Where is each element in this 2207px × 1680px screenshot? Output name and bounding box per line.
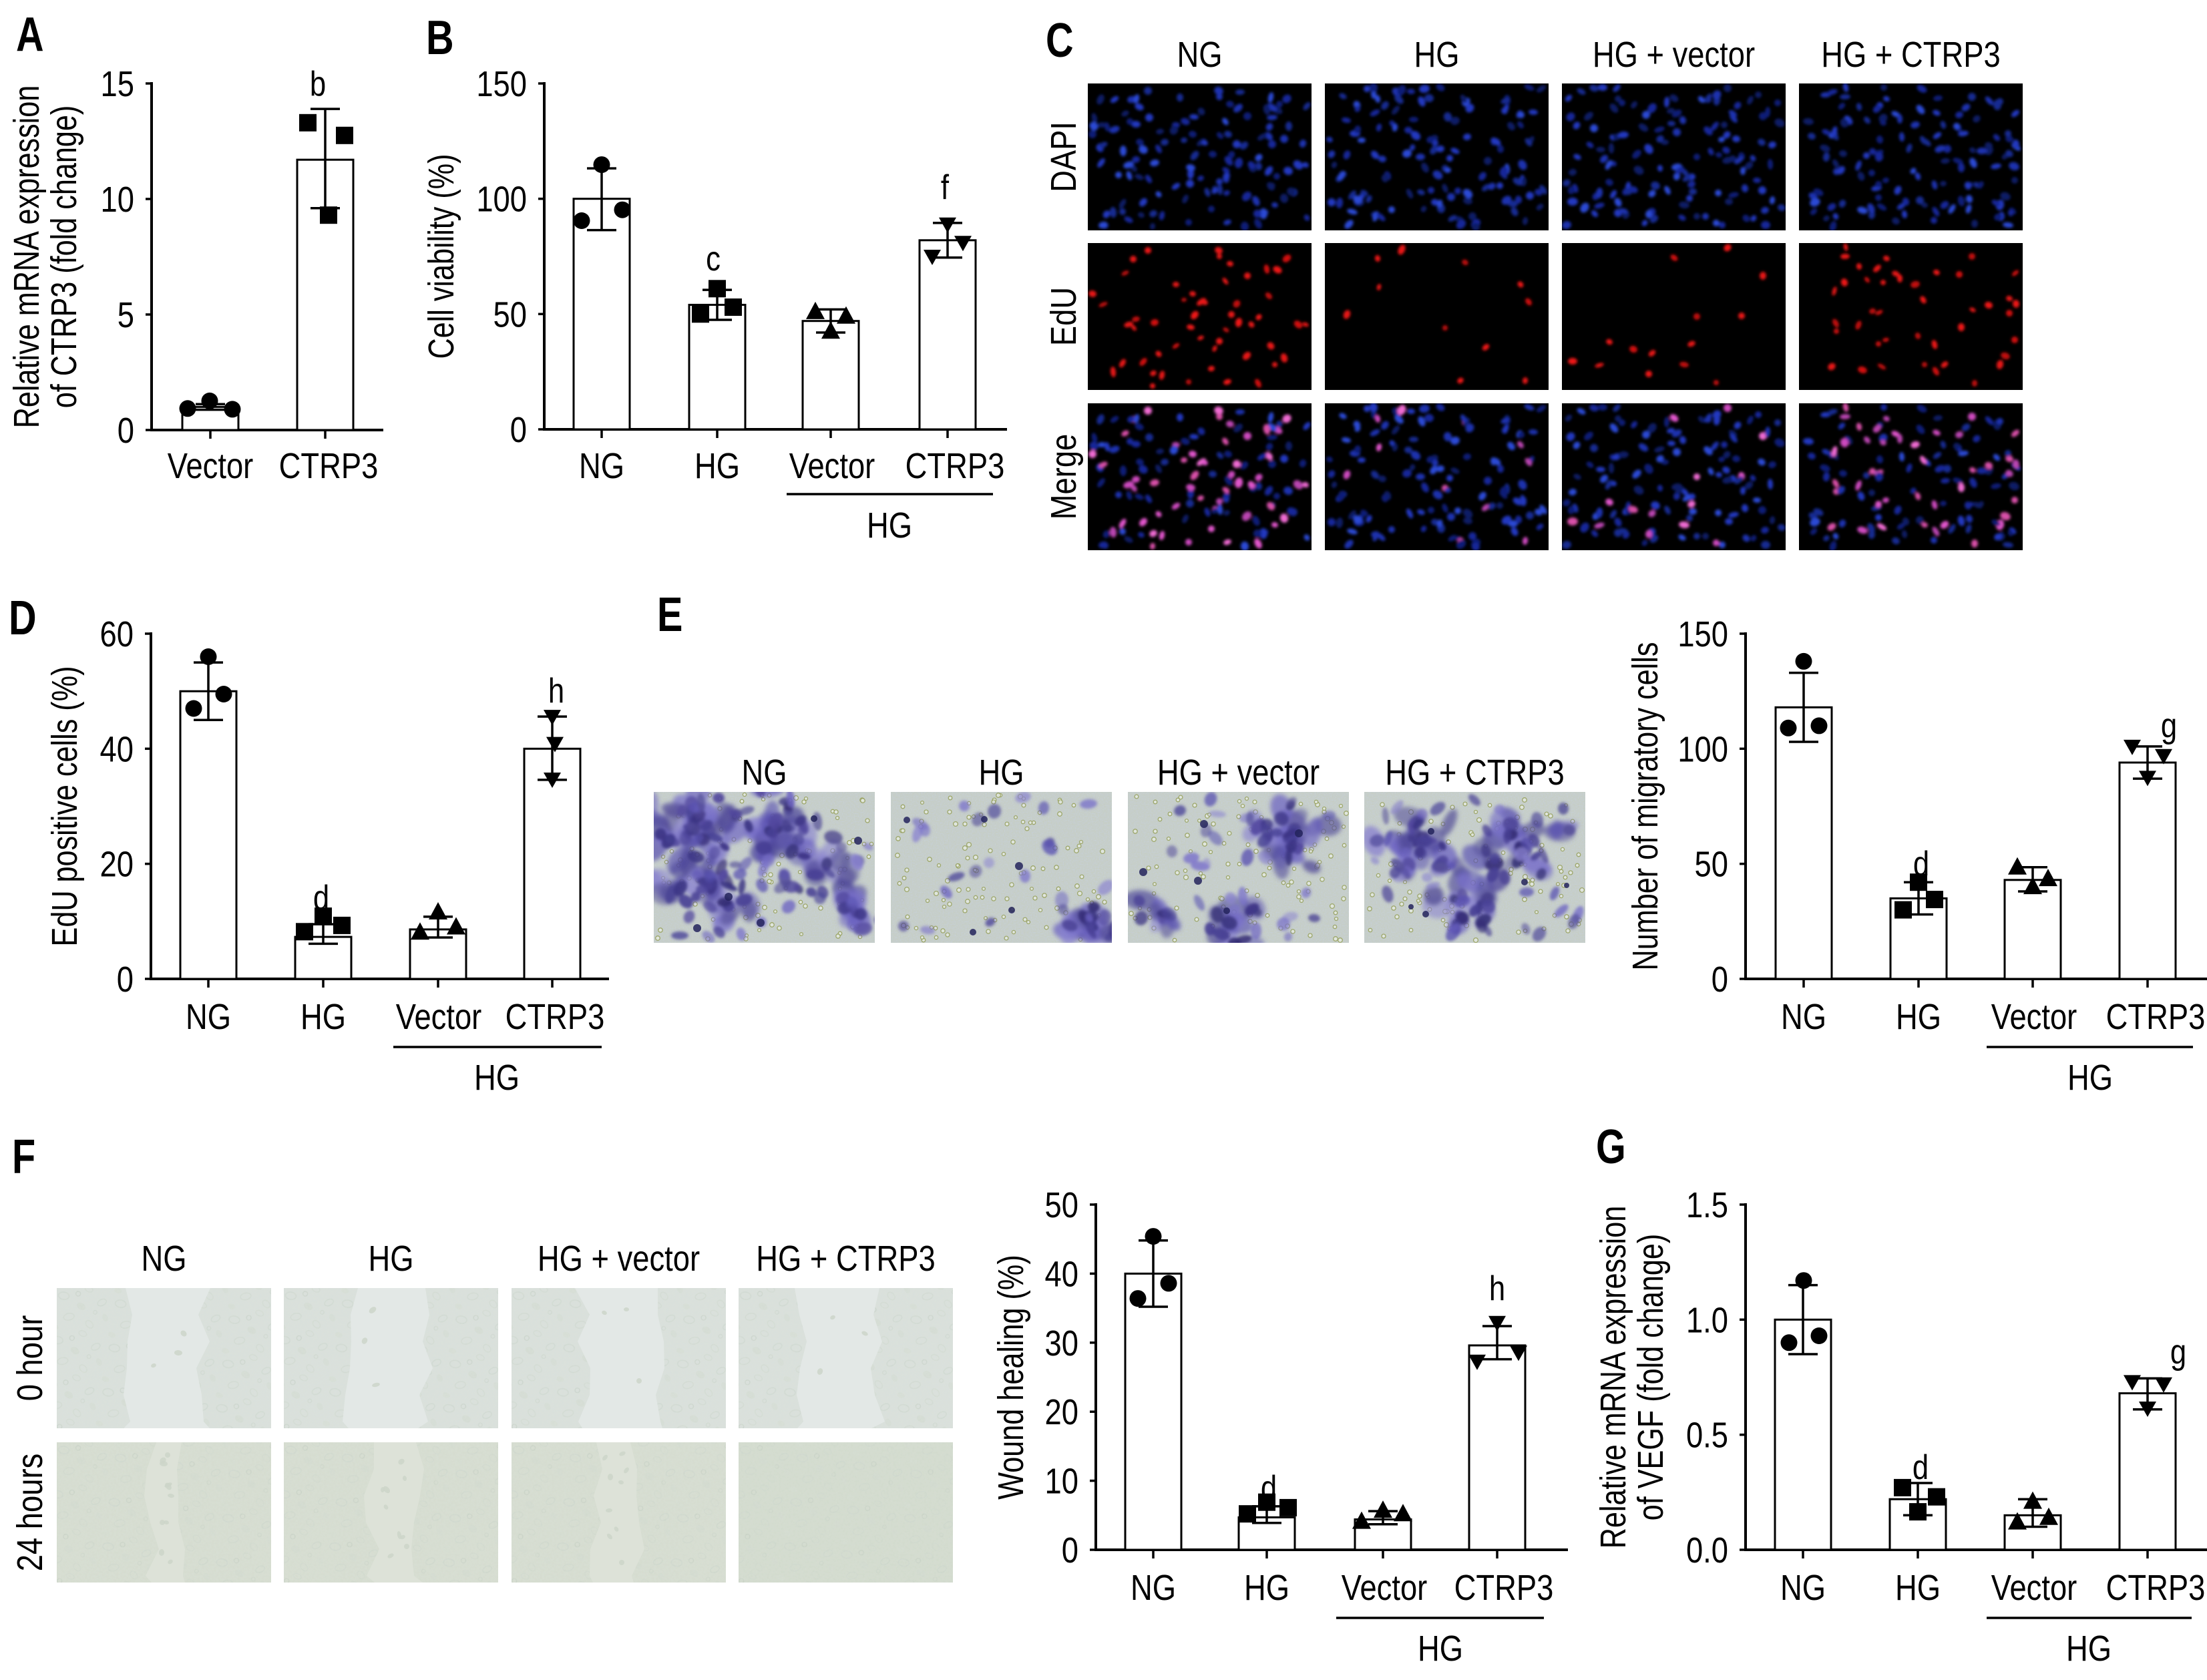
svg-text:d: d [313,879,329,917]
svg-text:50: 50 [493,294,527,335]
svg-text:HG + CTRP3: HG + CTRP3 [1821,34,2000,75]
svg-text:HG + CTRP3: HG + CTRP3 [1385,752,1564,793]
svg-text:50: 50 [1695,844,1728,885]
svg-text:G: G [1596,1120,1626,1174]
svg-text:40: 40 [100,729,134,770]
svg-text:0: 0 [510,409,527,450]
svg-text:NG: NG [1131,1567,1176,1608]
svg-text:C: C [1046,13,1074,67]
svg-text:20: 20 [100,844,134,885]
svg-text:g: g [2161,707,2177,745]
svg-text:A: A [16,7,44,61]
svg-text:0: 0 [1062,1530,1078,1570]
svg-text:Vector: Vector [1991,996,2077,1037]
svg-text:CTRP3: CTRP3 [906,445,1005,486]
svg-text:HG + vector: HG + vector [538,1238,700,1279]
svg-text:30: 30 [1045,1323,1078,1363]
svg-text:NG: NG [579,445,624,486]
svg-text:d: d [1913,845,1929,883]
svg-text:h: h [1489,1270,1505,1308]
svg-text:DAPI: DAPI [1043,122,1084,192]
svg-text:HG: HG [694,445,740,486]
svg-text:HG: HG [300,996,346,1037]
svg-text:HG: HG [978,752,1024,793]
svg-text:HG: HG [1244,1567,1289,1608]
svg-text:150: 150 [476,63,527,104]
svg-text:b: b [310,65,326,103]
svg-text:CTRP3: CTRP3 [2106,1567,2206,1608]
svg-text:EdU: EdU [1043,287,1084,346]
svg-text:HG: HG [2067,1057,2113,1098]
svg-text:HG: HG [2066,1628,2112,1669]
svg-text:10: 10 [1045,1461,1078,1502]
svg-text:NG: NG [741,752,787,793]
svg-text:50: 50 [1045,1185,1078,1225]
svg-text:0 hour: 0 hour [9,1315,50,1402]
svg-text:of CTRP3 (fold change): of CTRP3 (fold change) [45,106,85,409]
svg-text:Vector: Vector [1991,1567,2077,1608]
svg-text:NG: NG [141,1238,186,1279]
svg-text:150: 150 [1677,614,1728,654]
svg-text:Vector: Vector [396,996,482,1037]
svg-text:c: c [706,240,721,278]
svg-text:0: 0 [118,410,134,451]
svg-text:HG: HG [474,1057,520,1098]
svg-text:NG: NG [186,996,231,1037]
svg-text:100: 100 [1677,729,1728,770]
svg-text:d: d [1913,1449,1929,1487]
svg-text:of VEGF (fold change): of VEGF (fold change) [1631,1234,1671,1521]
svg-text:HG: HG [368,1238,413,1279]
svg-text:h: h [548,672,564,710]
svg-text:40: 40 [1045,1254,1078,1295]
svg-text:HG: HG [1414,34,1459,75]
svg-text:HG: HG [867,505,912,546]
svg-text:EdU positive cells (%): EdU positive cells (%) [45,666,85,947]
svg-text:Vector: Vector [168,445,254,486]
svg-text:10: 10 [101,179,134,220]
svg-text:g: g [2170,1333,2186,1372]
svg-text:NG: NG [1781,996,1826,1037]
svg-text:F: F [12,1130,35,1184]
svg-text:HG + vector: HG + vector [1593,34,1755,75]
svg-text:HG: HG [1896,996,1941,1037]
svg-text:0.5: 0.5 [1686,1415,1728,1456]
svg-text:CTRP3: CTRP3 [506,996,605,1037]
svg-text:5: 5 [118,294,134,335]
svg-text:Vector: Vector [1342,1567,1428,1608]
svg-text:0: 0 [117,959,134,1000]
svg-text:f: f [941,169,950,207]
svg-text:HG: HG [1418,1628,1463,1669]
svg-text:60: 60 [100,614,134,654]
svg-text:CTRP3: CTRP3 [279,445,379,486]
svg-text:NG: NG [1177,34,1222,75]
svg-text:Relative mRNA expression: Relative mRNA expression [7,85,47,429]
svg-text:1.5: 1.5 [1686,1185,1728,1225]
svg-text:20: 20 [1045,1392,1078,1432]
svg-text:HG + CTRP3: HG + CTRP3 [756,1238,935,1279]
svg-text:24 hours: 24 hours [9,1454,50,1572]
svg-text:NG: NG [1780,1567,1826,1608]
svg-text:15: 15 [101,63,134,104]
svg-text:Merge: Merge [1043,434,1084,520]
svg-text:HG: HG [1895,1567,1941,1608]
svg-text:d: d [1261,1470,1277,1508]
svg-text:Wound healing (%): Wound healing (%) [992,1255,1032,1499]
svg-text:0: 0 [1712,959,1728,1000]
svg-text:B: B [426,11,454,65]
svg-text:Number of migratory cells: Number of migratory cells [1626,642,1666,971]
svg-text:HG + vector: HG + vector [1157,752,1320,793]
svg-text:Vector: Vector [789,445,875,486]
svg-text:100: 100 [476,179,527,220]
svg-text:0.0: 0.0 [1686,1530,1728,1570]
svg-text:Cell viability (%): Cell viability (%) [422,154,462,359]
svg-text:E: E [657,588,682,642]
svg-text:D: D [9,591,37,645]
svg-text:Relative mRNA expression: Relative mRNA expression [1594,1206,1634,1549]
svg-text:CTRP3: CTRP3 [1454,1567,1554,1608]
svg-text:CTRP3: CTRP3 [2106,996,2206,1037]
svg-text:1.0: 1.0 [1686,1300,1728,1341]
